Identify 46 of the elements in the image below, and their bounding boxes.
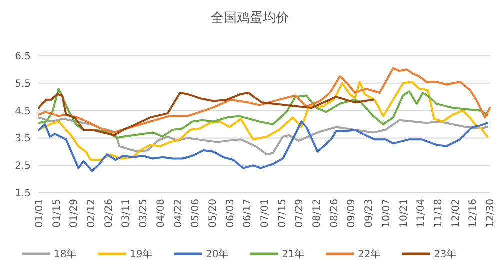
x-tick-label: 01/29 bbox=[69, 199, 80, 228]
x-tick-label: 02/26 bbox=[104, 199, 115, 228]
y-tick-label: 2.5 bbox=[15, 161, 31, 172]
x-tick-label: 01/01 bbox=[34, 199, 46, 228]
x-tick-label: 12/02 bbox=[450, 199, 462, 228]
x-tick-label: 04/08 bbox=[156, 199, 167, 228]
x-tick-label: 04/22 bbox=[173, 199, 184, 228]
x-tick-label: 08/12 bbox=[312, 199, 324, 228]
x-tick-label: 11/18 bbox=[433, 199, 444, 228]
legend-label: 20年 bbox=[206, 248, 229, 260]
line-series bbox=[38, 120, 489, 172]
x-tick-label: 06/03 bbox=[225, 199, 236, 228]
y-tick-label: 3.5 bbox=[15, 134, 31, 145]
x-tick-label: 12/16 bbox=[468, 199, 480, 228]
x-tick-label: 10/21 bbox=[398, 199, 410, 228]
x-tick-label: 10/07 bbox=[381, 199, 392, 228]
x-tick-label: 11/04 bbox=[416, 199, 428, 228]
x-tick-label: 02/12 bbox=[86, 199, 98, 228]
legend-label: 23年 bbox=[434, 248, 457, 260]
line-series bbox=[38, 116, 489, 156]
x-tick-label: 03/11 bbox=[121, 199, 132, 228]
y-tick-label: 5.5 bbox=[15, 78, 31, 90]
x-tick-label: 09/09 bbox=[346, 199, 358, 228]
x-tick-label: 06/17 bbox=[242, 199, 254, 228]
legend-label: 18年 bbox=[54, 248, 77, 260]
x-tick-label: 05/06 bbox=[190, 199, 202, 228]
chart-title: 全国鸡蛋均价 bbox=[211, 11, 289, 26]
legend-label: 21年 bbox=[282, 248, 305, 260]
line-series bbox=[38, 88, 489, 140]
x-tick-label: 09/23 bbox=[364, 199, 376, 228]
line-series bbox=[38, 92, 375, 136]
legend-label: 19年 bbox=[130, 248, 153, 260]
y-tick-label: 4.5 bbox=[15, 106, 31, 118]
y-tick-label: 6.5 bbox=[15, 52, 31, 62]
line-series bbox=[38, 67, 491, 134]
x-tick-label: 03/25 bbox=[138, 199, 150, 228]
x-tick-label: 07/01 bbox=[260, 199, 271, 228]
x-tick-label: 01/15 bbox=[52, 199, 63, 228]
y-tick-label: 1.5 bbox=[15, 188, 31, 200]
x-tick-label: 12/30 bbox=[486, 199, 496, 228]
line-series bbox=[38, 81, 489, 162]
x-tick-label: 08/26 bbox=[329, 199, 340, 228]
x-tick-label: 05/20 bbox=[208, 199, 219, 228]
legend-label: 22年 bbox=[358, 248, 381, 260]
x-tick-label: 07/15 bbox=[277, 199, 288, 228]
x-tick-label: 07/29 bbox=[294, 199, 306, 228]
